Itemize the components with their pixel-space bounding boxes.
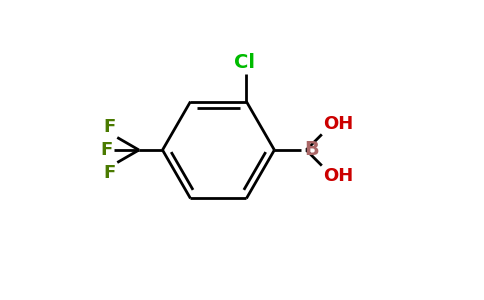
Text: F: F [100,141,112,159]
Text: Cl: Cl [234,53,256,72]
Text: F: F [104,118,116,136]
Text: F: F [104,164,116,182]
Text: OH: OH [323,167,353,185]
Text: B: B [304,140,319,160]
Text: OH: OH [323,115,353,133]
